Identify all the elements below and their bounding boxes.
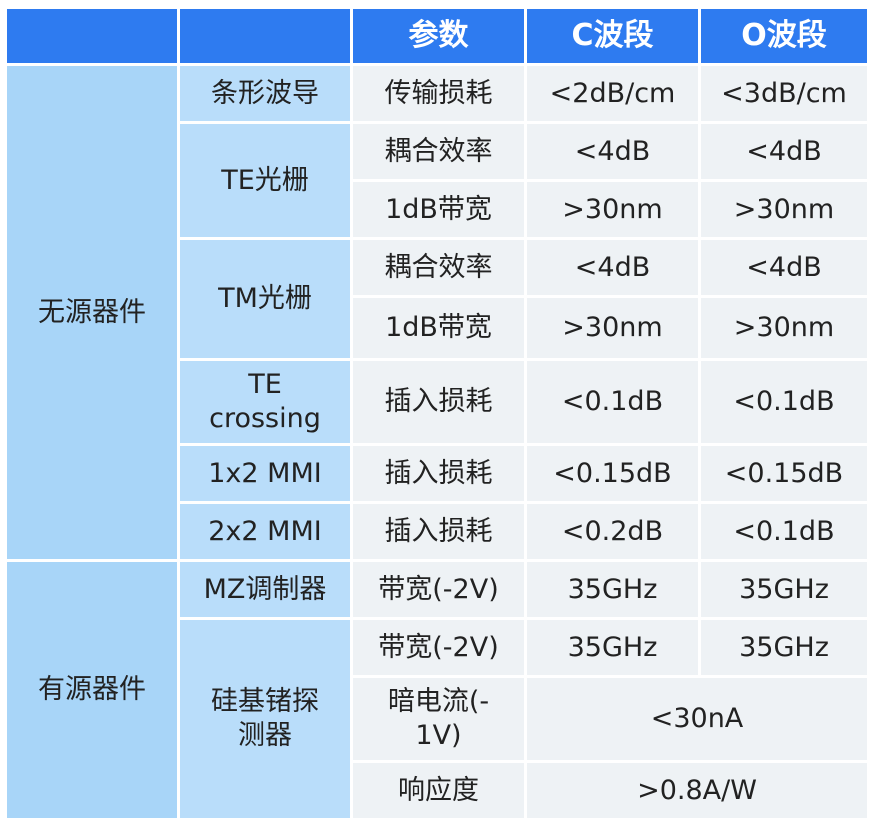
c-band-value: <2dB/cm bbox=[527, 66, 698, 121]
header-cell-param: 参数 bbox=[353, 9, 524, 63]
device-strip-waveguide: 条形波导 bbox=[180, 66, 350, 121]
group-active: 有源器件 bbox=[7, 562, 177, 818]
spec-table: 参数 C波段 O波段 无源器件 条形波导 传输损耗 <2dB/cm <3dB/c… bbox=[4, 6, 869, 821]
c-band-value: <0.1dB bbox=[527, 361, 698, 443]
param-line2: 1V) bbox=[415, 720, 462, 751]
table-row: 硅基锗探 测器 带宽(-2V) 35GHz 35GHz bbox=[7, 620, 867, 818]
table-row: 1dB带宽 >30nm >30nm bbox=[7, 298, 867, 358]
table-row: 有源器件 MZ调制器 带宽(-2V) 35GHz 35GHz bbox=[7, 562, 867, 818]
param-cell: 带宽(-2V) bbox=[353, 562, 524, 617]
o-band-value: <0.15dB bbox=[701, 446, 867, 501]
c-band-value: <4dB bbox=[527, 240, 698, 295]
device-te-crossing: TE crossing bbox=[180, 361, 350, 443]
group-passive: 无源器件 bbox=[7, 66, 177, 559]
device-name-line1: 硅基锗探 bbox=[211, 686, 319, 717]
param-cell: 1dB带宽 bbox=[353, 182, 524, 237]
table-row: 响应度 >0.8A/W bbox=[7, 763, 867, 818]
device-name-line2: crossing bbox=[209, 403, 321, 434]
table-row: 暗电流(- 1V) <30nA bbox=[7, 678, 867, 760]
c-band-value: <0.2dB bbox=[527, 504, 698, 559]
o-band-value: >30nm bbox=[701, 298, 867, 358]
param-cell: 传输损耗 bbox=[353, 66, 524, 121]
o-band-value: 35GHz bbox=[701, 562, 867, 617]
o-band-value: <3dB/cm bbox=[701, 66, 867, 121]
device-1x2-mmi: 1x2 MMI bbox=[180, 446, 350, 501]
table-row: TE光栅 耦合效率 <4dB <4dB bbox=[7, 124, 867, 237]
table-row: 2x2 MMI 插入损耗 <0.2dB <0.1dB bbox=[7, 504, 867, 559]
c-band-value: <4dB bbox=[527, 124, 698, 179]
header-cell-group bbox=[7, 9, 177, 63]
o-band-value: <4dB bbox=[701, 124, 867, 179]
header-row: 参数 C波段 O波段 bbox=[7, 9, 867, 63]
o-band-value: >30nm bbox=[701, 182, 867, 237]
param-cell: 带宽(-2V) bbox=[353, 620, 524, 675]
device-name-line2: 测器 bbox=[238, 720, 292, 751]
param-cell: 1dB带宽 bbox=[353, 298, 524, 358]
c-band-value: >30nm bbox=[527, 182, 698, 237]
device-tm-grating: TM光栅 bbox=[180, 240, 350, 358]
o-band-value: 35GHz bbox=[701, 620, 867, 675]
param-cell: 耦合效率 bbox=[353, 240, 524, 295]
table-row: 1x2 MMI 插入损耗 <0.15dB <0.15dB bbox=[7, 446, 867, 501]
table-row: TM光栅 耦合效率 <4dB <4dB bbox=[7, 240, 867, 358]
device-2x2-mmi: 2x2 MMI bbox=[180, 504, 350, 559]
param-cell: 插入损耗 bbox=[353, 361, 524, 443]
param-cell: 暗电流(- 1V) bbox=[353, 678, 524, 760]
c-band-value: 35GHz bbox=[527, 620, 698, 675]
merged-value: >0.8A/W bbox=[527, 763, 867, 818]
table-row: 1dB带宽 >30nm >30nm bbox=[7, 182, 867, 237]
c-band-value: >30nm bbox=[527, 298, 698, 358]
device-te-grating: TE光栅 bbox=[180, 124, 350, 237]
header-cell-device bbox=[180, 9, 350, 63]
merged-value: <30nA bbox=[527, 678, 867, 760]
param-line1: 暗电流(- bbox=[387, 686, 490, 717]
param-cell: 插入损耗 bbox=[353, 504, 524, 559]
table-row: TE crossing 插入损耗 <0.1dB <0.1dB bbox=[7, 361, 867, 443]
param-cell: 耦合效率 bbox=[353, 124, 524, 179]
device-ge-detector: 硅基锗探 测器 bbox=[180, 620, 350, 818]
device-mz-modulator: MZ调制器 bbox=[180, 562, 350, 617]
o-band-value: <0.1dB bbox=[701, 361, 867, 443]
header-cell-o-band: O波段 bbox=[701, 9, 867, 63]
header-cell-c-band: C波段 bbox=[527, 9, 698, 63]
table-row: 无源器件 条形波导 传输损耗 <2dB/cm <3dB/cm bbox=[7, 66, 867, 559]
c-band-value: <0.15dB bbox=[527, 446, 698, 501]
param-cell: 响应度 bbox=[353, 763, 524, 818]
o-band-value: <0.1dB bbox=[701, 504, 867, 559]
param-cell: 插入损耗 bbox=[353, 446, 524, 501]
device-name-line1: TE bbox=[248, 369, 282, 400]
o-band-value: <4dB bbox=[701, 240, 867, 295]
c-band-value: 35GHz bbox=[527, 562, 698, 617]
